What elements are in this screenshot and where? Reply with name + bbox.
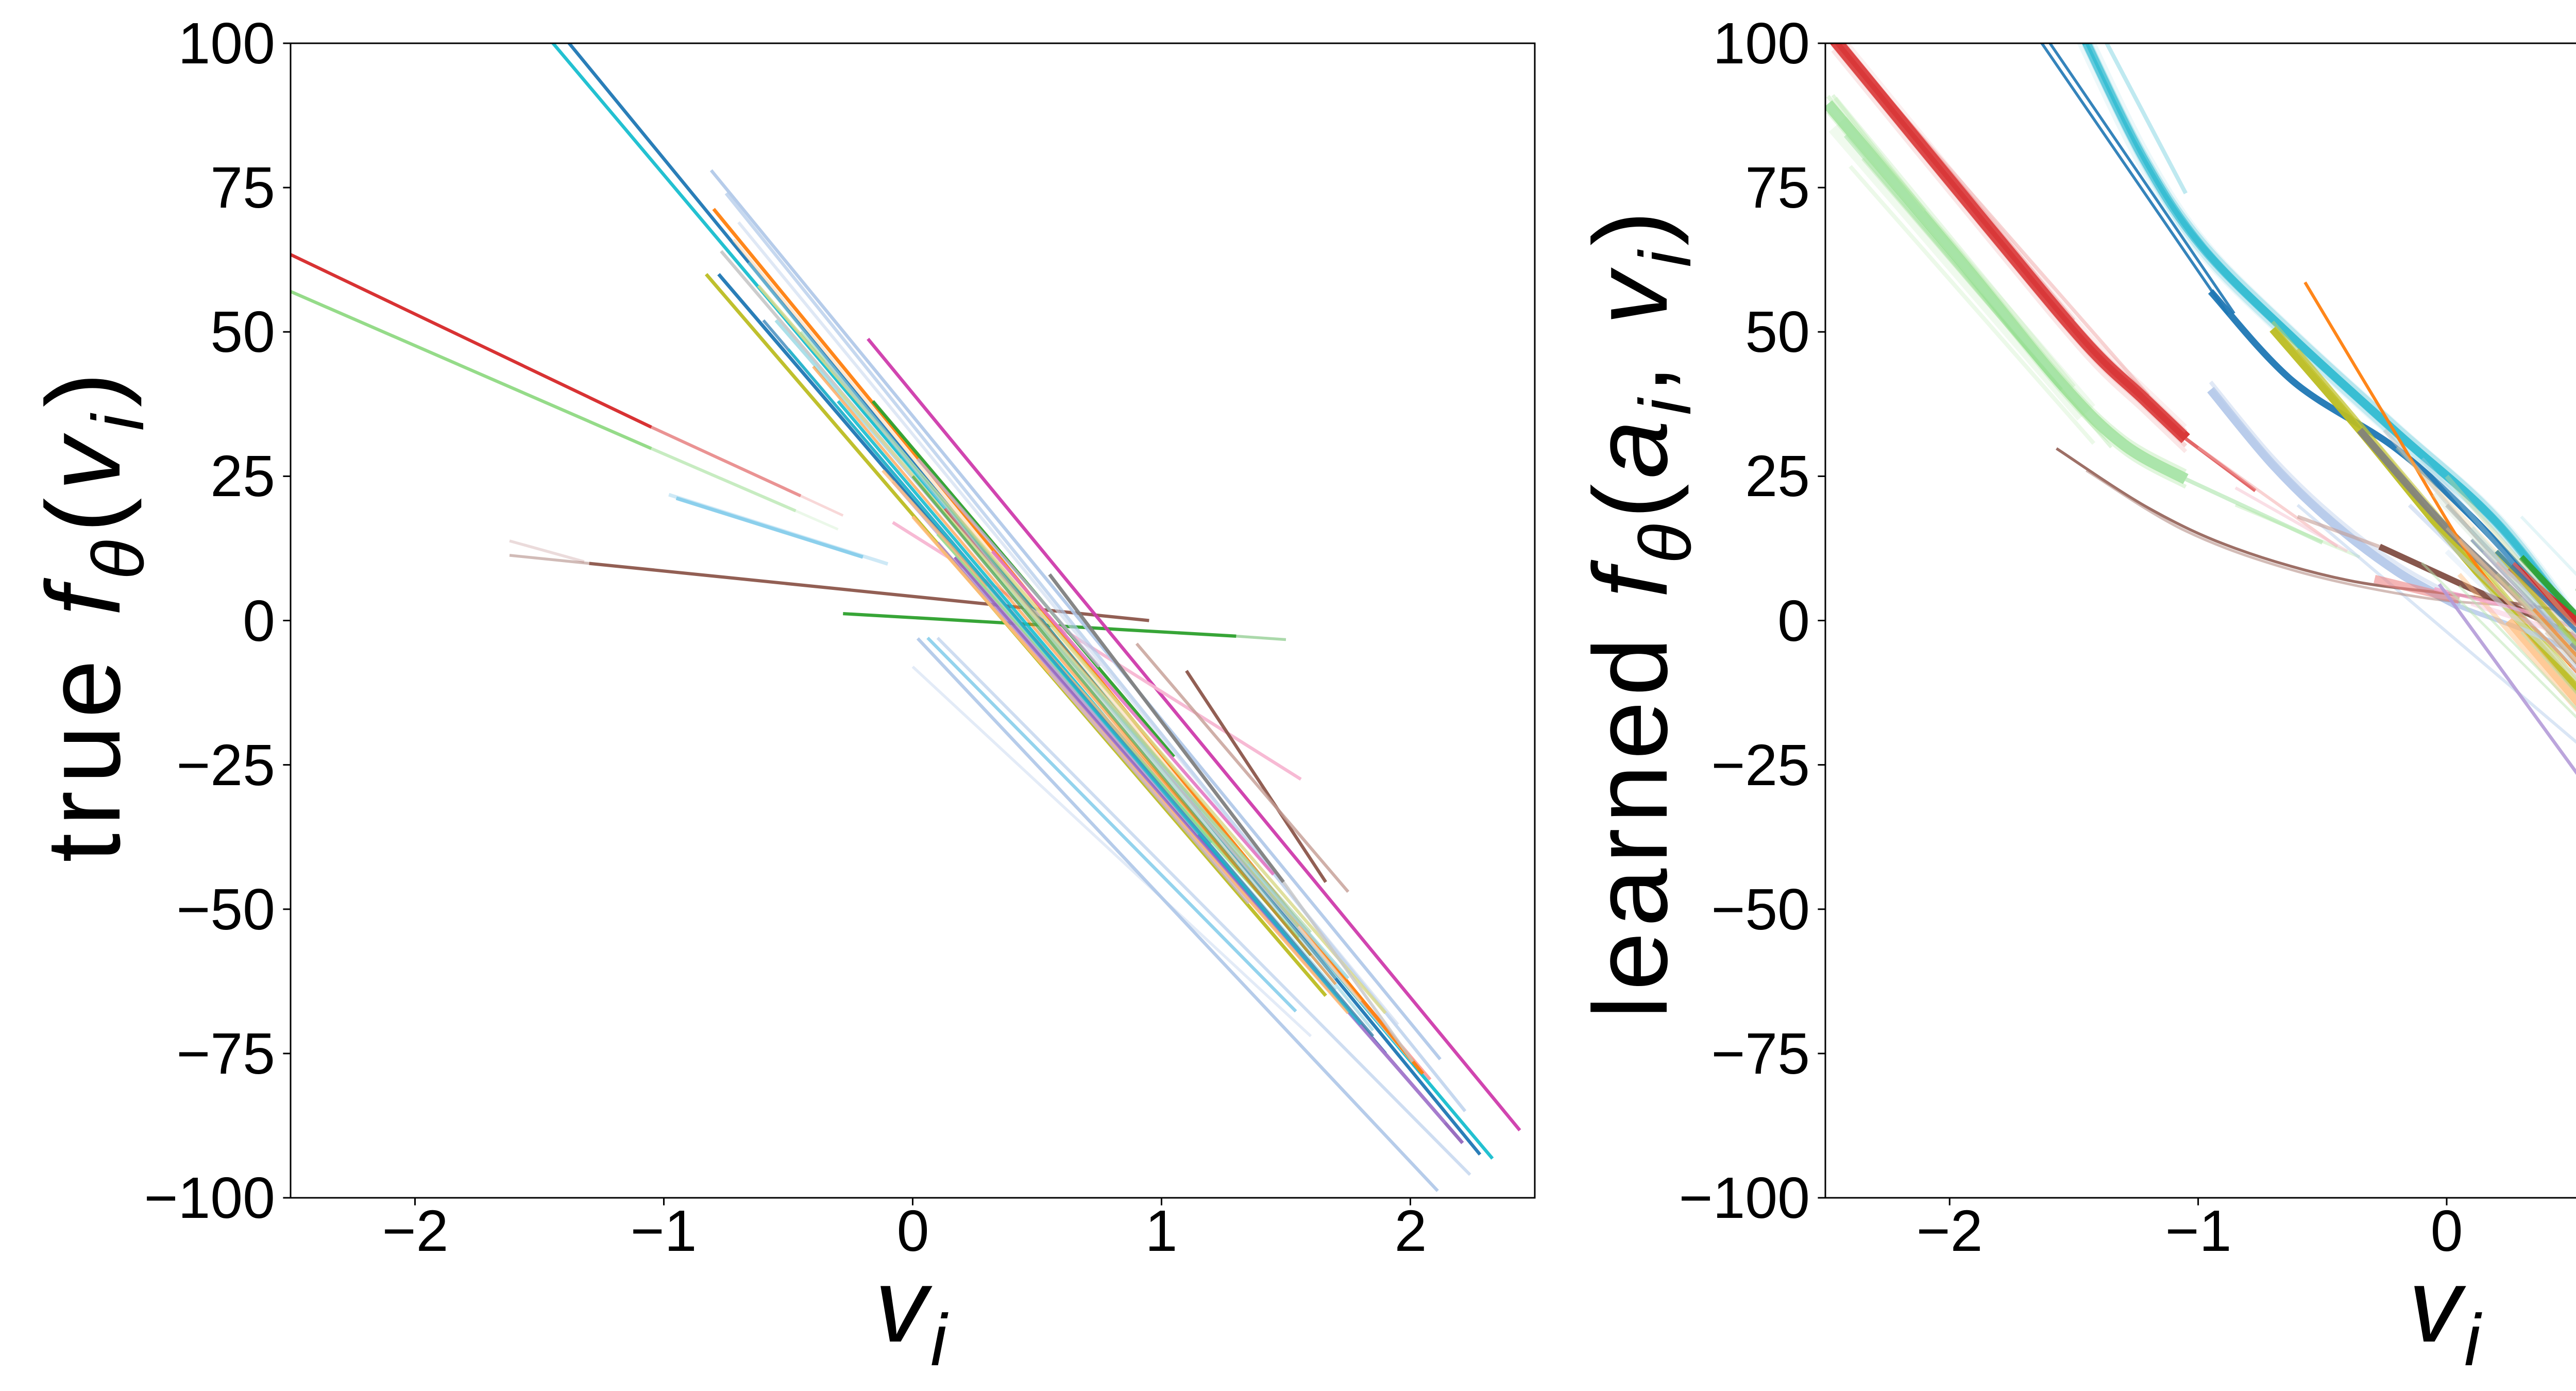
svg-text:−1: −1: [631, 1198, 697, 1263]
svg-text:−100: −100: [144, 1165, 275, 1230]
svg-text:25: 25: [210, 444, 275, 508]
svg-text:75: 75: [1745, 155, 1810, 220]
svg-text:100: 100: [178, 11, 275, 76]
svg-text:0: 0: [2431, 1198, 2463, 1263]
svg-text:−2: −2: [1917, 1198, 1983, 1263]
svg-text:−50: −50: [176, 877, 275, 942]
svg-text:−2: −2: [382, 1198, 449, 1263]
svg-text:−25: −25: [1711, 733, 1810, 798]
svg-text:−1: −1: [2165, 1198, 2232, 1263]
svg-text:0: 0: [1777, 588, 1810, 653]
svg-text:true fθ(vi): true fθ(vi): [25, 365, 159, 862]
svg-text:0: 0: [897, 1198, 929, 1263]
svg-text:−100: −100: [1679, 1165, 1810, 1230]
svg-text:25: 25: [1745, 444, 1810, 508]
svg-text:2: 2: [1395, 1198, 1427, 1263]
svg-text:vi: vi: [2409, 1247, 2484, 1381]
svg-text:learned fθ(ai, vi): learned fθ(ai, vi): [1572, 206, 1706, 1019]
svg-text:0: 0: [243, 588, 275, 653]
svg-text:−25: −25: [176, 733, 275, 798]
svg-text:50: 50: [210, 299, 275, 364]
svg-text:−50: −50: [1711, 877, 1810, 942]
svg-text:50: 50: [1745, 299, 1810, 364]
svg-text:−75: −75: [176, 1021, 275, 1086]
svg-text:1: 1: [1145, 1198, 1178, 1263]
svg-text:100: 100: [1713, 11, 1810, 76]
svg-text:−75: −75: [1711, 1021, 1810, 1086]
svg-text:75: 75: [210, 155, 275, 220]
